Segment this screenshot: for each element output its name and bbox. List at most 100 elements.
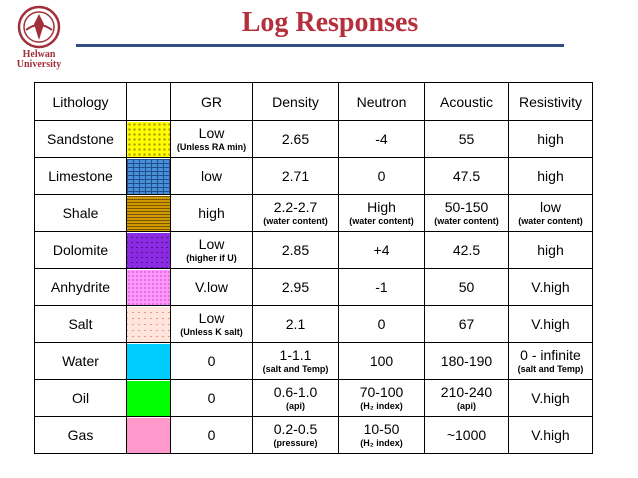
- resistivity-note: (salt and Temp): [517, 364, 584, 374]
- lithology-swatch-cell: [126, 120, 171, 158]
- neutron-cell: 0: [338, 305, 425, 343]
- lithology-cell: Anhydrite: [34, 268, 127, 306]
- column-header: Neutron: [338, 82, 425, 121]
- lithology-swatch-cell: [126, 231, 171, 269]
- lithology-pattern-swatch: [127, 269, 170, 305]
- resistivity-note: (water content): [518, 216, 583, 226]
- neutron-cell: High (water content): [338, 194, 425, 232]
- university-name-line2: University: [16, 59, 62, 70]
- density-cell: 0.2-0.5 (pressure): [252, 416, 339, 454]
- neutron-cell: -1: [338, 268, 425, 306]
- column-header: Density: [252, 82, 339, 121]
- resistivity-value: high: [537, 131, 564, 147]
- acoustic-value: 55: [458, 131, 475, 147]
- lithology-pattern-swatch: [127, 195, 170, 231]
- density-note: (water content): [263, 216, 328, 226]
- column-header: GR: [170, 82, 253, 121]
- resistivity-value: V.high: [531, 316, 570, 332]
- lithology-cell: Dolomite: [34, 231, 127, 269]
- university-name: Helwan University: [4, 50, 74, 70]
- gr-value: low: [200, 168, 222, 184]
- density-cell: 1-1.1 (salt and Temp): [252, 342, 339, 380]
- acoustic-value: ~1000: [446, 427, 487, 443]
- resistivity-value: low: [539, 199, 561, 215]
- neutron-note: (H₂ index): [360, 401, 403, 411]
- acoustic-value: 42.5: [452, 242, 481, 258]
- acoustic-value: 47.5: [452, 168, 481, 184]
- table-row: Sandstone Low (Unless RA min) 2.65 -4 55 high: [34, 120, 593, 158]
- table-row: Dolomite Low (higher if U) 2.85 +4 42.5 high: [34, 231, 593, 269]
- acoustic-note: (api): [457, 401, 476, 411]
- table-row: Oil 0 0.6-1.0 (api) 70-100 (H₂ index) 210-240(…: [34, 379, 593, 417]
- neutron-value: -4: [375, 131, 388, 147]
- lithology-pattern-swatch: [127, 158, 170, 194]
- lithology-cell: Water: [34, 342, 127, 380]
- density-value: 2.85: [281, 242, 310, 258]
- lithology-cell: Sandstone: [34, 120, 127, 158]
- density-note: (salt and Temp): [262, 364, 329, 374]
- emblem-icon: [17, 5, 61, 49]
- resistivity-cell: V.high: [508, 305, 593, 343]
- gr-note: (higher if U): [186, 253, 237, 263]
- resistivity-cell: V.high: [508, 379, 593, 417]
- table-row: Gas 0 0.2-0.5 (pressure) 10-50 (H₂ index) ~100…: [34, 416, 593, 454]
- table-row: Limestone low 2.71 0 47.5 high: [34, 157, 593, 195]
- acoustic-cell: 50: [424, 268, 509, 306]
- neutron-value: 0: [377, 168, 386, 184]
- column-header: Resistivity: [508, 82, 593, 121]
- gr-value: Low: [198, 125, 225, 141]
- table-row: Anhydrite V.low 2.95 -1 50 V.high: [34, 268, 593, 306]
- gr-cell: V.low: [170, 268, 253, 306]
- resistivity-value: V.high: [531, 427, 570, 443]
- acoustic-value: 210-240: [440, 384, 493, 400]
- neutron-value: 100: [369, 353, 394, 369]
- lithology-swatch-cell: [126, 305, 171, 343]
- resistivity-cell: high: [508, 157, 593, 195]
- gr-note: (Unless RA min): [176, 142, 247, 152]
- neutron-cell: +4: [338, 231, 425, 269]
- lithology-pattern-swatch: [127, 417, 170, 453]
- table-row: Water 0 1-1.1 (salt and Temp) 100 180-190 0 - …: [34, 342, 593, 380]
- gr-cell: high: [170, 194, 253, 232]
- acoustic-cell: 210-240 (api): [424, 379, 509, 417]
- lithology-swatch-cell: [126, 268, 171, 306]
- university-name-line1: Helwan: [22, 49, 56, 60]
- lithology-cell: Oil: [34, 379, 127, 417]
- gr-value: 0: [207, 390, 216, 406]
- neutron-cell: 100: [338, 342, 425, 380]
- resistivity-value: high: [537, 168, 564, 184]
- resistivity-cell: V.high: [508, 268, 593, 306]
- acoustic-note: (water content): [434, 216, 499, 226]
- resistivity-cell: 0 - infinite (salt and Temp): [508, 342, 593, 380]
- gr-cell: Low (higher if U): [170, 231, 253, 269]
- neutron-value: 70-100: [359, 384, 404, 400]
- lithology-pattern-swatch: [127, 343, 170, 379]
- density-cell: 2.2-2.7 (water content): [252, 194, 339, 232]
- lithology-pattern-swatch: [127, 380, 170, 416]
- density-value: 2.2-2.7: [273, 199, 318, 215]
- resistivity-cell: V.high: [508, 416, 593, 454]
- neutron-value: 0: [377, 316, 386, 332]
- gr-value: high: [198, 205, 225, 221]
- lithology-cell: Gas: [34, 416, 127, 454]
- acoustic-cell: 67: [424, 305, 509, 343]
- density-cell: 2.1: [252, 305, 339, 343]
- acoustic-cell: ~1000: [424, 416, 509, 454]
- density-value: 2.95: [281, 279, 310, 295]
- resistivity-value: high: [537, 242, 564, 258]
- gr-cell: Low (Unless K salt): [170, 305, 253, 343]
- acoustic-value: 50-150: [444, 199, 489, 215]
- density-cell: 0.6-1.0 (api): [252, 379, 339, 417]
- density-value: 0.2-0.5: [273, 421, 318, 437]
- acoustic-cell: 42.5: [424, 231, 509, 269]
- density-value: 2.65: [281, 131, 310, 147]
- lithology-swatch-cell: [126, 342, 171, 380]
- resistivity-cell: high: [508, 120, 593, 158]
- neutron-note: (H₂ index): [360, 438, 403, 448]
- gr-cell: 0: [170, 342, 253, 380]
- density-cell: 2.85: [252, 231, 339, 269]
- gr-value: 0: [207, 427, 216, 443]
- density-cell: 2.65: [252, 120, 339, 158]
- lithology-cell: Limestone: [34, 157, 127, 195]
- neutron-value: High: [367, 199, 396, 215]
